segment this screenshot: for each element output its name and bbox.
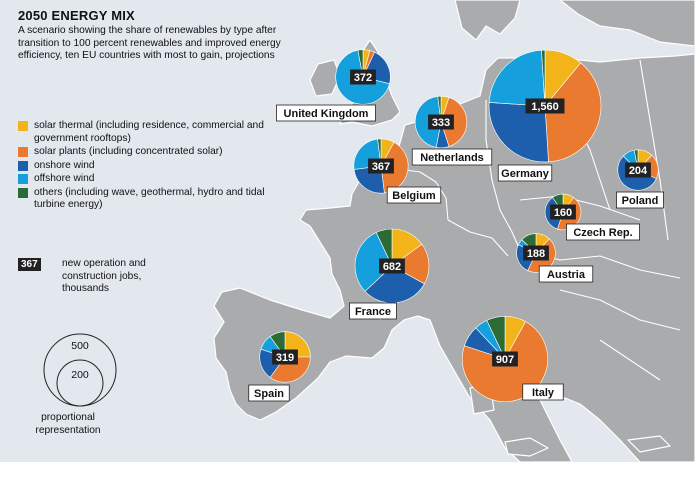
jobs-badge (379, 258, 405, 274)
denmark-sweden-landmass (454, 0, 521, 41)
chart-title: 2050 ENERGY MIX (18, 8, 135, 23)
legend-swatch (18, 187, 28, 198)
pie-spain: 319 Spain (248, 331, 311, 402)
legend-label: solar plants (including concentrated sol… (34, 146, 223, 157)
legend-item-solar-plants: solar plants (including concentrated sol… (18, 146, 298, 159)
jobs-badge (625, 162, 651, 178)
country-label: Spain (254, 388, 284, 400)
legend: solar thermal (including residence, comm… (18, 120, 298, 213)
jobs-badge (428, 114, 454, 130)
pie-slice-onshore (488, 102, 549, 163)
jobs-badge (492, 351, 518, 367)
legend-item-onshore-wind: onshore wind (18, 160, 298, 173)
country-label-box (616, 191, 664, 209)
proportional-scale: 500 200 (43, 333, 117, 407)
pie-slice-offshore (488, 49, 546, 107)
country-label-box (497, 164, 553, 182)
country-label-box (411, 148, 493, 166)
legend-swatch (18, 174, 28, 184)
jobs-key-badge: 367 (18, 258, 41, 271)
baltic-landmass (559, 0, 695, 47)
country-label: France (355, 306, 391, 318)
country-label: Netherlands (420, 152, 484, 164)
legend-label: solar thermal (including residence, comm… (34, 120, 264, 144)
legend-item-offshore-wind: offshore wind (18, 173, 298, 186)
legend-swatch (18, 160, 28, 171)
jobs-key: 367 new operation and construction jobs,… (18, 258, 178, 296)
pie-slice-solar-plants (391, 243, 430, 285)
crete (627, 435, 671, 453)
scale-label-small: 200 (71, 369, 89, 381)
jobs-value: 682 (383, 261, 401, 273)
jobs-value: 367 (372, 161, 390, 173)
country-label: United Kingdom (284, 108, 369, 120)
land (213, 0, 695, 462)
jobs-badge (525, 98, 565, 114)
country-label: Austria (547, 269, 586, 281)
legend-label: others (including wave, geothermal, hydr… (34, 186, 265, 211)
sicily (504, 437, 549, 457)
jobs-value: 188 (527, 248, 545, 260)
jobs-value: 160 (554, 207, 572, 219)
country-label: Germany (501, 168, 550, 180)
pie-france: 682 France (349, 228, 430, 320)
jobs-value: 907 (496, 354, 514, 366)
jobs-badge (368, 158, 394, 174)
scale-label-large: 500 (71, 340, 89, 352)
legend-swatch (18, 147, 28, 157)
pie-slice-offshore (414, 96, 442, 148)
pie-slice-solar-plants (440, 97, 468, 147)
ireland (309, 59, 341, 97)
country-label: Belgium (392, 190, 436, 202)
jobs-value: 204 (629, 165, 648, 177)
europe-map: 372 United Kingdom 333 Netherlands 1,560 Germ… (0, 0, 695, 462)
legend-label: offshore wind (34, 173, 95, 184)
jobs-value: 333 (432, 117, 450, 129)
pie-slice-others (375, 228, 393, 267)
jobs-key-text: new operation and construction jobs, tho… (62, 258, 146, 294)
continental-europe (213, 51, 695, 462)
pie-italy: 907 Italy (462, 316, 564, 402)
country-label-box (538, 265, 594, 283)
country-label-box (522, 383, 564, 401)
jobs-badge (272, 349, 298, 365)
pie-slice-solar-plants (544, 62, 602, 163)
jobs-badge (550, 204, 576, 220)
country-label-box (276, 104, 376, 122)
jobs-value: 1,560 (531, 101, 559, 113)
pie-netherlands: 333 Netherlands (411, 95, 493, 166)
legend-label: onshore wind (34, 159, 95, 171)
scale-caption: proportional representation (35, 412, 101, 436)
pie-slice-solar-plants (269, 356, 311, 383)
scale-circle-small (56, 359, 104, 407)
country-pies: 372 United Kingdom 333 Netherlands 1,560 Germ… (248, 49, 664, 402)
jobs-badge (350, 69, 376, 85)
jobs-value: 372 (354, 72, 372, 84)
pie-slice-others (541, 49, 546, 107)
pie-slice-others (486, 316, 506, 360)
pie-united-kingdom: 372 United Kingdom (276, 49, 391, 122)
pie-belgium: 367 Belgium (353, 138, 442, 204)
country-label-box (248, 384, 290, 402)
pie-slice-offshore (354, 232, 393, 292)
country-label-box (386, 186, 442, 204)
legend-item-others: others (including wave, geothermal, hydr… (18, 187, 298, 212)
chart-subtitle: A scenario showing the share of renewabl… (18, 25, 281, 61)
pie-germany: 1,560 Germany (488, 49, 602, 182)
country-label-box (349, 302, 397, 320)
country-label: Czech Rep. (573, 227, 632, 239)
country-label: Italy (532, 387, 555, 399)
country-label-box (566, 223, 640, 241)
country-label: Poland (622, 195, 659, 207)
pie-poland: 204 Poland (616, 149, 664, 209)
jobs-value: 319 (276, 352, 294, 364)
legend-item-solar-thermal: solar thermal (including residence, comm… (18, 120, 298, 145)
jobs-badge (523, 245, 549, 261)
legend-swatch (18, 121, 28, 131)
